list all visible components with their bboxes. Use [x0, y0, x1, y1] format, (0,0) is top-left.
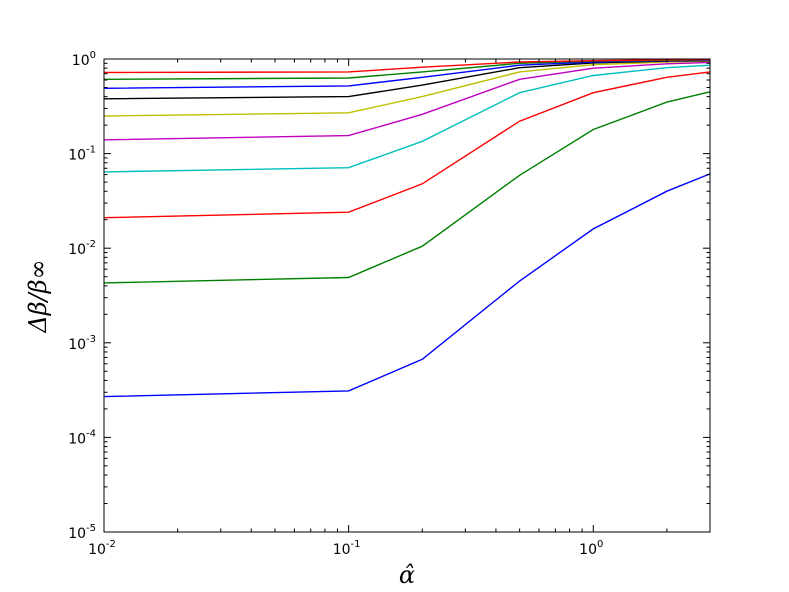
tick-label-layer: 10-2 10-1 100 10-5 10-4 10-3 10-2 10-1 100 [68, 50, 603, 558]
x-axis-label: α̂ [399, 561, 415, 589]
plot-frame [103, 58, 711, 533]
x-tick-label: 10-2 [88, 539, 116, 558]
series-line-1 [103, 173, 711, 398]
tick-layer [103, 58, 711, 533]
x-tick-label: 100 [579, 539, 603, 558]
y-tick-label: 10-1 [68, 145, 96, 164]
y-tick-label: 10-4 [68, 428, 96, 447]
series-line-4 [103, 64, 711, 173]
series-line-2 [103, 91, 711, 284]
y-tick-label: 10-2 [68, 239, 96, 258]
y-tick-label: 10-5 [68, 523, 96, 542]
y-tick-label: 100 [72, 50, 96, 69]
y-tick-label: 10-3 [68, 334, 96, 353]
series-line-5 [103, 61, 711, 141]
x-tick-label: 10-1 [333, 539, 361, 558]
series-line-3 [103, 71, 711, 219]
y-axis-label: Δβ/β∞ [24, 259, 52, 333]
